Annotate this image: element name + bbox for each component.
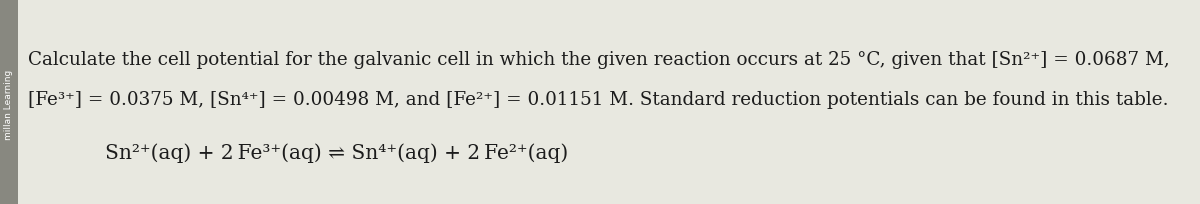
Text: Sn²⁺(aq) + 2 Fe³⁺(aq) ⇌ Sn⁴⁺(aq) + 2 Fe²⁺(aq): Sn²⁺(aq) + 2 Fe³⁺(aq) ⇌ Sn⁴⁺(aq) + 2 Fe²… [106,142,569,162]
Text: millan Learning: millan Learning [5,70,13,140]
Text: Calculate the cell potential for the galvanic cell in which the given reaction o: Calculate the cell potential for the gal… [28,51,1170,69]
Bar [0,0,18,204]
Text: [Fe³⁺] = 0.0375 M, [Sn⁴⁺] = 0.00498 M, and [Fe²⁺] = 0.01151 M. Standard reductio: [Fe³⁺] = 0.0375 M, [Sn⁴⁺] = 0.00498 M, a… [28,91,1169,109]
